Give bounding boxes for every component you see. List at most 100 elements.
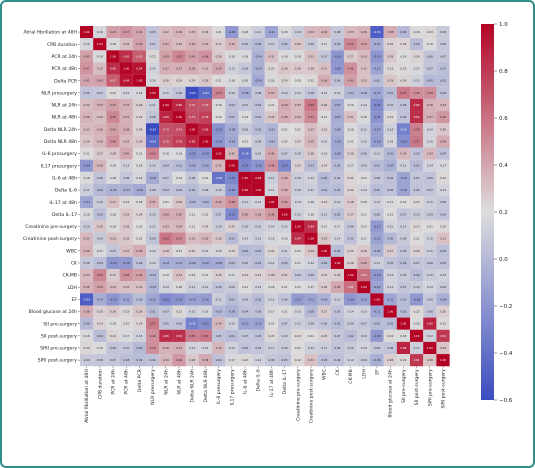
heatmap-cell bbox=[304, 232, 318, 245]
cell-value-label: 0.13 bbox=[136, 334, 142, 338]
cell-value-label: 0.18 bbox=[110, 212, 116, 216]
heatmap-cell bbox=[198, 305, 213, 318]
cell-value-label: 0.03 bbox=[282, 42, 288, 46]
heatmap-cell bbox=[291, 50, 305, 63]
heatmap-cell bbox=[238, 305, 252, 318]
heatmap-cell bbox=[304, 293, 318, 306]
heatmap-cell bbox=[225, 135, 239, 148]
heatmap-cell bbox=[410, 208, 424, 221]
cell-value-label: 0.84 bbox=[295, 237, 301, 241]
cell-value-label: 0.12 bbox=[427, 237, 433, 241]
cell-value-label: 0.21 bbox=[268, 103, 274, 107]
cell-value-label: 0.27 bbox=[97, 152, 103, 156]
cell-value-label: 0.24 bbox=[282, 79, 288, 83]
heatmap-cell bbox=[291, 232, 305, 245]
cell-value-label: 0.38 bbox=[176, 212, 182, 216]
cell-value-label: 0.09 bbox=[400, 237, 406, 241]
cell-value-label: 0.11 bbox=[427, 200, 433, 204]
cell-value-label: -0.01 bbox=[149, 273, 156, 277]
heatmap-cell bbox=[93, 183, 107, 197]
heatmap-cell bbox=[436, 208, 450, 221]
cell-value-label: 1.00 bbox=[427, 346, 433, 350]
cell-value-label: 0.06 bbox=[321, 322, 327, 326]
heatmap-cell bbox=[80, 111, 94, 124]
cell-value-label: -0.25 bbox=[374, 103, 381, 107]
heatmap-cell bbox=[106, 208, 120, 221]
heatmap-cell bbox=[146, 26, 160, 39]
cell-value-label: 0.11 bbox=[84, 188, 90, 192]
cell-value-label: 0.06 bbox=[97, 176, 103, 180]
colorbar-tick-label: 0.0 bbox=[499, 257, 508, 263]
cell-value-label: -0.04 bbox=[255, 54, 262, 58]
cell-value-label: 0.11 bbox=[374, 261, 380, 265]
heatmap-cell bbox=[278, 26, 292, 39]
heatmap-cell bbox=[383, 256, 397, 270]
heatmap-cell bbox=[159, 305, 173, 318]
heatmap-cell bbox=[185, 123, 199, 136]
cell-value-label: 0.33 bbox=[361, 54, 367, 58]
heatmap-cell bbox=[185, 208, 199, 221]
heatmap-cell bbox=[383, 135, 397, 148]
heatmap-cell bbox=[383, 305, 397, 318]
cell-value-label: -0.08 bbox=[334, 152, 341, 156]
cell-value-label: -0.07 bbox=[334, 115, 341, 119]
cell-value-label: 0.01 bbox=[374, 164, 380, 168]
cell-value-label: 0.21 bbox=[295, 249, 301, 253]
heatmap-cell bbox=[172, 354, 186, 367]
heatmap-cell bbox=[132, 26, 147, 39]
heatmap-cell bbox=[370, 196, 384, 209]
cell-value-label: 0.24 bbox=[202, 224, 208, 228]
heatmap-cell bbox=[410, 305, 424, 318]
cell-value-label: 0.09 bbox=[400, 273, 406, 277]
heatmap-cell bbox=[238, 86, 252, 99]
heatmap-cell bbox=[436, 86, 450, 99]
heatmap-cell bbox=[185, 74, 199, 87]
heatmap-cell bbox=[317, 232, 331, 245]
heatmap-cell bbox=[106, 111, 120, 124]
heatmap-cell bbox=[172, 98, 186, 112]
heatmap-cell bbox=[370, 208, 384, 221]
cell-value-label: 0.18 bbox=[268, 285, 274, 289]
cell-value-label: 0.18 bbox=[110, 176, 116, 180]
cell-value-label: 0.13 bbox=[387, 285, 393, 289]
heatmap-cell bbox=[264, 159, 279, 172]
heatmap-cell bbox=[423, 329, 437, 342]
cell-value-label: 0.28 bbox=[295, 67, 301, 71]
heatmap-cell bbox=[436, 232, 450, 245]
cell-value-label: 0.10 bbox=[295, 188, 301, 192]
heatmap-cell bbox=[212, 183, 226, 197]
cell-value-label: 0.05 bbox=[255, 310, 261, 314]
heatmap-cell bbox=[383, 50, 397, 63]
heatmap-cell bbox=[185, 86, 199, 99]
cell-value-label: 0.38 bbox=[123, 127, 129, 131]
heatmap-cell bbox=[304, 171, 318, 184]
heatmap-cell bbox=[357, 329, 371, 342]
cell-value-label: 0.28 bbox=[136, 139, 142, 143]
cell-value-label: 0.11 bbox=[242, 200, 248, 204]
heatmap-cell bbox=[370, 305, 384, 318]
cell-value-label: -0.10 bbox=[228, 139, 235, 143]
heatmap-cell bbox=[212, 38, 226, 51]
heatmap-cell bbox=[146, 317, 160, 330]
heatmap-cell bbox=[396, 232, 411, 245]
heatmap-cell bbox=[185, 98, 199, 112]
heatmap-cell bbox=[304, 74, 318, 87]
cell-value-label: 0.00 bbox=[84, 322, 90, 326]
cell-value-label: 0.72 bbox=[189, 103, 195, 107]
heatmap-cell bbox=[185, 293, 199, 306]
heatmap-cell bbox=[159, 62, 173, 75]
heatmap-cell bbox=[317, 220, 331, 233]
cell-value-label: 0.02 bbox=[334, 188, 340, 192]
cell-value-label: 0.18 bbox=[400, 334, 406, 338]
cell-value-label: 0.12 bbox=[308, 346, 314, 350]
column-label-il-17-at-48h: IL-17 at 48h bbox=[269, 369, 275, 397]
heatmap-cell bbox=[264, 50, 279, 63]
cell-value-label: -0.20 bbox=[228, 188, 235, 192]
heatmap-cell bbox=[212, 305, 226, 318]
heatmap-cell bbox=[146, 293, 160, 306]
heatmap-cell bbox=[80, 256, 94, 270]
heatmap-cell bbox=[132, 86, 147, 99]
heatmap-cell bbox=[264, 317, 279, 330]
cell-value-label: 0.14 bbox=[361, 188, 367, 192]
cell-value-label: 1.00 bbox=[136, 79, 142, 83]
